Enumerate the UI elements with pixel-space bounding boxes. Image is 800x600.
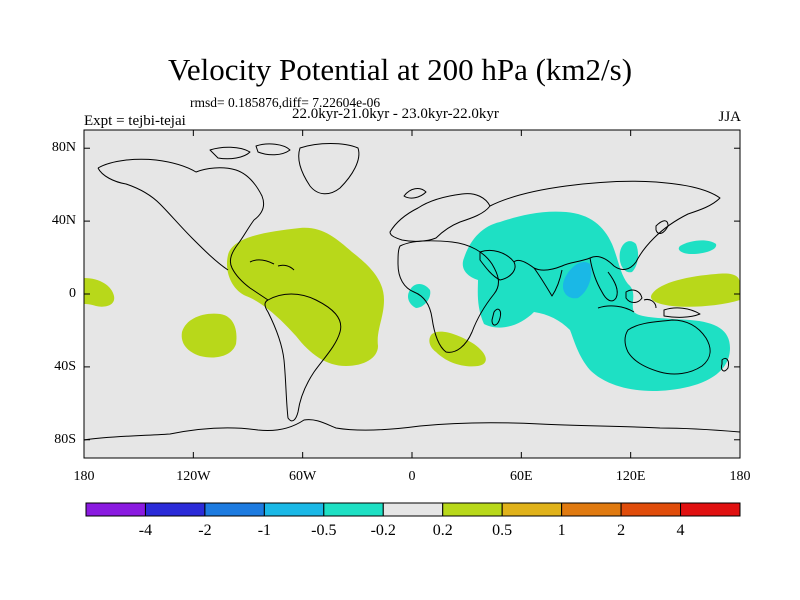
lon-tick-label: 180 [73,469,95,484]
period-label: 22.0kyr-21.0kyr - 23.0kyr-22.0kyr [292,106,499,122]
lon-tick-label: 60W [289,469,317,484]
colorbar [85,502,741,517]
colorbar-swatch [323,502,384,517]
latitude-ticks [84,147,740,441]
lat-tick-label: 0 [69,286,76,301]
colorbar-swatch [442,502,503,517]
lat-tick-label: 80N [51,140,76,156]
colorbar-label: 1 [557,522,566,539]
lat-tick-label: 40S [54,358,76,374]
negative-region-bay-of-bengal [562,261,592,299]
stats-line: rmsd= 0.185876,diff= 7.22604e-06 [190,95,381,110]
colorbar-label: 2 [617,522,626,539]
colorbar-swatch [85,502,146,517]
colorbar-label: -4 [138,522,153,539]
colorbar-swatch [680,502,741,517]
negative-region-asia-indian [462,211,730,392]
lon-tick-label: 180 [729,469,751,484]
longitude-ticks [83,130,741,458]
colorbar-label: -1 [257,522,272,539]
colorbar-swatch [620,502,682,517]
colorbar-label: 4 [676,522,685,539]
negative-region-west-africa [408,284,431,308]
lon-tick-label: 60E [510,469,533,484]
positive-region-west-pacific [650,273,740,307]
colorbar-swatch [501,502,563,517]
negative-region-pacific-spot [678,240,717,254]
lon-tick-label: 120W [176,469,211,484]
coastlines [83,143,741,441]
positive-region-south-atlantic [429,331,486,367]
experiment-label: Expt = tejbi-tejai [84,113,186,129]
colorbar-swatch [561,502,622,517]
lat-tick-label: 40N [51,213,76,229]
colorbar-label: -0.2 [370,522,396,539]
colorbar-swatch [204,502,265,517]
colorbar-label: -0.5 [311,522,337,539]
lat-tick-label: 80S [54,431,76,447]
lon-tick-label: 120E [615,469,646,484]
positive-region-pacific [181,313,237,358]
map-title: Velocity Potential at 200 hPa (km2/s) [167,52,633,87]
colorbar-label: -2 [198,522,212,539]
lon-tick-label: 0 [408,469,416,484]
positive-region-dateline [84,278,115,307]
colorbar-label: 0.5 [492,522,513,539]
colorbar-swatch [144,502,206,517]
positive-region-atlantic [226,227,384,366]
colorbar-swatch [382,502,444,517]
colorbar-swatch [263,502,325,517]
colorbar-label: 0.2 [432,522,453,539]
season-label: JJA [718,109,741,125]
